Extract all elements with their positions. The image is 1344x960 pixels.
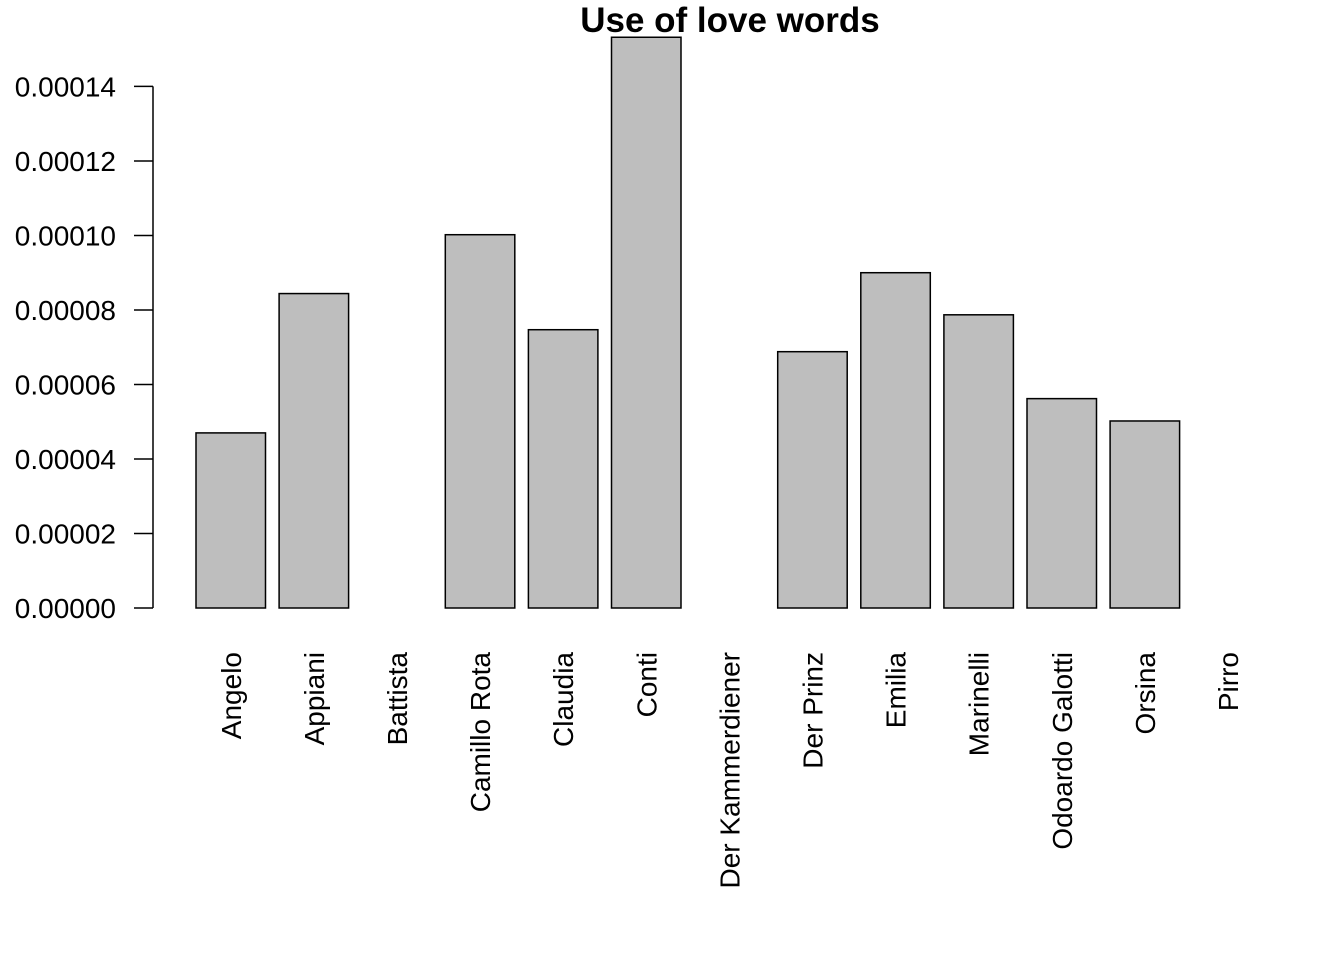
bar — [610, 36, 682, 609]
x-tick-label: Conti — [631, 652, 662, 717]
x-tick-label: Der Prinz — [797, 652, 828, 769]
x-tick-label: Camillo Rota — [465, 652, 496, 813]
bar — [1109, 420, 1181, 609]
y-tick-label: 0.00006 — [15, 369, 116, 400]
x-tick-label: Marinelli — [964, 652, 995, 756]
y-tick-label: 0.00000 — [15, 593, 116, 624]
y-tick-label: 0.00010 — [15, 220, 116, 251]
y-tick-label: 0.00014 — [15, 71, 116, 102]
x-tick-label: Emilia — [881, 652, 912, 729]
x-tick-label: Angelo — [216, 652, 247, 739]
bar — [1026, 397, 1098, 609]
x-tick-label: Appiani — [299, 652, 330, 745]
bar — [527, 328, 599, 609]
bar — [195, 432, 267, 609]
y-tick-label: 0.00004 — [15, 444, 116, 475]
x-tick-label: Der Kammerdiener — [714, 652, 745, 889]
chart-title: Use of love words — [580, 1, 880, 40]
x-tick-label: Odoardo Galotti — [1047, 652, 1078, 850]
bar — [278, 292, 350, 609]
y-tick-label: 0.00002 — [15, 518, 116, 549]
bar — [860, 271, 932, 609]
y-tick-label: 0.00012 — [15, 146, 116, 177]
x-tick-label: Battista — [382, 652, 413, 746]
y-tick-label: 0.00008 — [15, 295, 116, 326]
bar — [943, 314, 1015, 609]
bar — [776, 350, 848, 609]
bar — [444, 233, 516, 609]
x-tick-label: Pirro — [1213, 652, 1244, 711]
x-tick-label: Claudia — [548, 652, 579, 747]
x-tick-label: Orsina — [1130, 652, 1161, 735]
